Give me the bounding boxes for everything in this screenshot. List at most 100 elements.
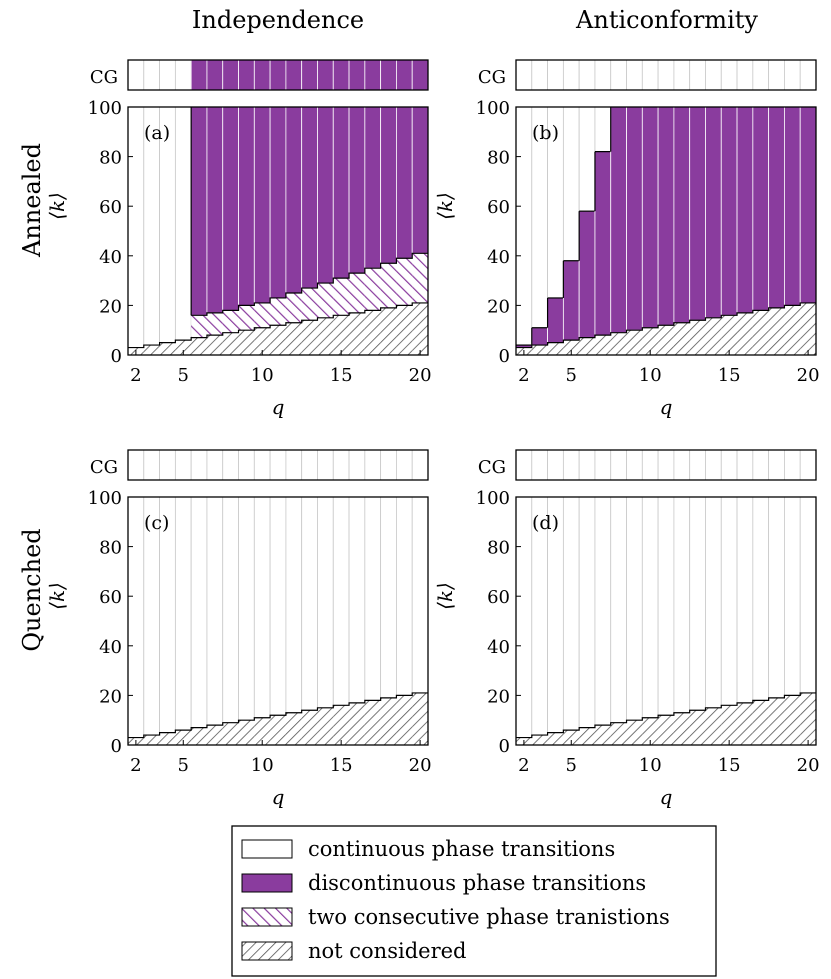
- y-tick-label: 40: [487, 637, 510, 658]
- x-tick-label: 2: [518, 755, 529, 776]
- bar-discontinuous: [689, 106, 706, 321]
- x-tick-label: 20: [409, 365, 432, 386]
- bar-not-considered: [610, 722, 627, 745]
- cg-cell: [285, 59, 303, 91]
- cg-cell: [531, 59, 548, 91]
- bar-continuous: [641, 496, 659, 719]
- bar-not-considered: [333, 315, 350, 355]
- bar-not-considered: [159, 732, 176, 745]
- bar-two-consecutive: [380, 263, 397, 308]
- bar-discontinuous: [222, 106, 239, 311]
- bar-not-considered: [784, 305, 801, 355]
- bar-continuous: [736, 496, 754, 704]
- bar-continuous: [578, 106, 596, 212]
- y-tick-label: 0: [111, 346, 122, 367]
- panel-label: (b): [532, 122, 559, 144]
- cg-cell: [380, 59, 397, 91]
- bar-not-considered: [642, 327, 659, 355]
- bar-two-consecutive: [396, 258, 413, 306]
- bar-not-considered: [412, 302, 428, 355]
- bar-not-considered: [285, 712, 302, 745]
- bar-continuous: [285, 496, 303, 714]
- bar-discontinuous: [768, 106, 785, 309]
- y-tick-label: 20: [487, 686, 510, 707]
- cg-cell: [301, 449, 318, 481]
- bar-discontinuous: [578, 210, 596, 339]
- bar-not-considered: [143, 345, 160, 355]
- cg-cell: [348, 449, 366, 481]
- bar-discontinuous: [626, 106, 643, 331]
- cg-cell: [301, 59, 318, 91]
- x-tick-label: 20: [797, 755, 820, 776]
- bar-discontinuous: [364, 106, 382, 269]
- not-considered-boundary: [516, 692, 816, 739]
- cg-cell: [380, 449, 397, 481]
- bar-discontinuous: [752, 106, 770, 311]
- bar-not-considered: [380, 307, 397, 355]
- bar-two-consecutive: [412, 253, 428, 303]
- cg-cell: [562, 59, 580, 91]
- bar-not-considered: [768, 307, 785, 355]
- bar-not-considered: [563, 340, 580, 355]
- cg-cell: [547, 59, 564, 91]
- y-tick-label: 100: [476, 488, 510, 509]
- bar-continuous: [594, 106, 612, 153]
- bar-not-considered: [396, 695, 413, 745]
- bar-not-considered: [721, 315, 738, 355]
- cg-cell: [159, 449, 176, 481]
- bar-not-considered: [579, 727, 595, 745]
- bar-not-considered: [752, 310, 769, 355]
- y-tick-label: 20: [99, 686, 122, 707]
- x-tick-label: 5: [566, 365, 577, 386]
- bar-not-considered: [364, 310, 381, 355]
- cg-cell: [317, 59, 334, 91]
- bar-not-considered: [610, 332, 627, 355]
- row-header-quenched: Quenched: [18, 528, 46, 651]
- bar-not-considered: [658, 715, 674, 745]
- legend-label-discontinuous: discontinuous phase transitions: [308, 871, 646, 895]
- bar-discontinuous: [301, 106, 318, 289]
- column-header-anticonformity: Anticonformity: [575, 6, 758, 34]
- x-tick-label: 10: [251, 755, 274, 776]
- legend-label-not-considered: not considered: [308, 939, 466, 963]
- bar-not-considered: [222, 722, 239, 745]
- y-tick-label: 20: [487, 296, 510, 317]
- bar-not-considered: [737, 702, 753, 745]
- cg-cell: [143, 449, 160, 481]
- bar-continuous: [190, 496, 208, 729]
- bar-two-consecutive: [254, 302, 271, 328]
- y-tick-label: 60: [99, 587, 122, 608]
- bar-not-considered: [800, 692, 816, 745]
- cg-cell: [253, 59, 271, 91]
- cg-cell: [578, 59, 596, 91]
- x-tick-label: 15: [718, 365, 741, 386]
- legend-swatch-continuous: [241, 839, 293, 859]
- cg-cell: [332, 59, 350, 91]
- bar-continuous: [720, 496, 738, 706]
- cg-frame: [515, 59, 817, 91]
- bar-two-consecutive: [191, 315, 207, 338]
- bar-discontinuous: [705, 106, 722, 319]
- bar-not-considered: [705, 707, 722, 745]
- bar-continuous: [348, 496, 366, 704]
- y-tick-label: 80: [99, 148, 122, 169]
- bar-discontinuous: [594, 151, 612, 336]
- cg-cell: [610, 449, 627, 481]
- legend-swatch-two-consecutive: [241, 907, 293, 927]
- bar-not-considered: [642, 717, 659, 745]
- bar-not-considered: [238, 720, 255, 745]
- x-tick-label: 10: [251, 365, 274, 386]
- bar-discontinuous: [380, 106, 397, 264]
- y-tick-label: 80: [487, 538, 510, 559]
- legend-swatch-not-considered: [241, 941, 293, 961]
- cg-cell: [784, 59, 801, 91]
- cg-cell: [736, 449, 754, 481]
- bar-discontinuous: [238, 106, 255, 306]
- bar-not-considered: [301, 320, 318, 355]
- bar-discontinuous: [562, 260, 580, 341]
- bar-not-considered: [254, 327, 271, 355]
- bar-not-considered: [547, 732, 564, 745]
- bar-two-consecutive: [301, 288, 318, 321]
- cg-cell: [253, 449, 271, 481]
- x-tick-label: 10: [639, 365, 662, 386]
